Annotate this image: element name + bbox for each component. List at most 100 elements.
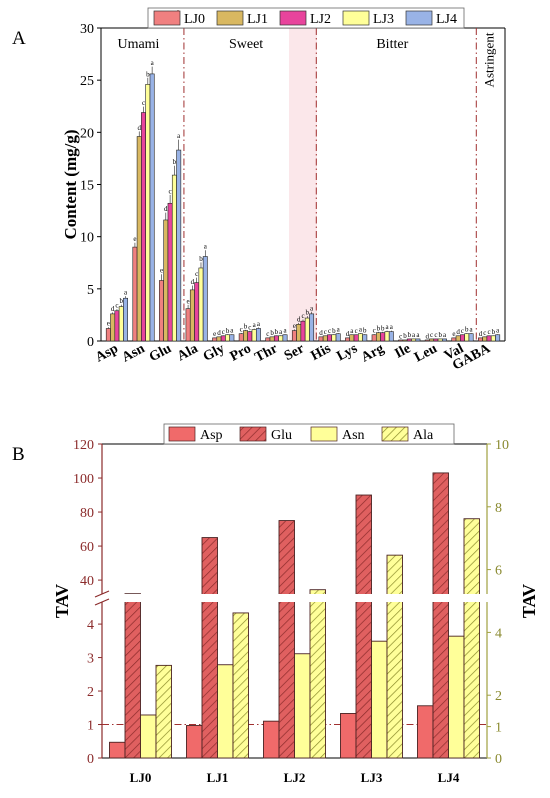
x-tick-label: Pro: [228, 341, 254, 364]
bar-lj1: [349, 334, 355, 342]
legend-label: LJ3: [373, 12, 394, 27]
x-tick-label: LJ3: [361, 770, 383, 785]
significance-letter: b: [275, 328, 279, 336]
bar-lj4: [335, 333, 341, 342]
bar-lj4: [362, 334, 368, 342]
bar-lj0: [265, 337, 271, 342]
significance-letter: c: [324, 328, 327, 336]
panel-b: B 0 1 2 3 4 40 60 80 100 120 0 1 2 4 6 8 10 TAV TAV LJ0 LJ1 LJ…: [12, 423, 539, 785]
bar-glu: [278, 520, 295, 759]
x-tick-label: Ile: [392, 341, 413, 362]
bar-lj4: [229, 334, 235, 342]
legend-label: Glu: [271, 428, 292, 443]
left-y-tick-label: 1: [87, 719, 94, 734]
legend-label: LJ0: [184, 12, 205, 27]
legend-frame: [163, 423, 455, 445]
y-tick-label: 10: [80, 231, 94, 246]
bar-lj4: [255, 328, 261, 342]
significance-letter: d: [164, 205, 168, 213]
right-y-axis-title: TAV: [519, 584, 539, 618]
bar-lj0: [291, 330, 297, 342]
legend-swatch-glu: [239, 426, 267, 442]
bar-lj2: [220, 335, 226, 342]
significance-letter: e: [107, 320, 110, 328]
panel-label: A: [12, 28, 26, 49]
bar-lj1: [322, 335, 328, 342]
right-y-tick-label: 1: [495, 721, 502, 736]
bar-lj3: [118, 306, 124, 342]
bar-lj2: [460, 334, 465, 342]
bar-lj3: [358, 333, 363, 342]
group-label: Sweet: [229, 37, 263, 52]
significance-letter: b: [332, 327, 336, 335]
bar-lj3: [225, 334, 231, 342]
bar-lj2: [433, 338, 439, 342]
legend-label: Ala: [413, 428, 434, 443]
significance-letter: a: [310, 304, 314, 312]
x-tick-label: Arg: [359, 341, 387, 365]
left-y-axis-title: TAV: [52, 584, 72, 618]
y-axis-title: Content (mg/g): [61, 129, 80, 239]
significance-letter: a: [151, 59, 155, 67]
significance-letter: b: [244, 322, 248, 330]
significance-letter: c: [142, 99, 145, 107]
bar-lj0: [238, 333, 244, 342]
bar-lj3: [331, 334, 337, 342]
bar-lj2: [486, 335, 492, 342]
legend-swatch-lj0: [153, 10, 181, 26]
significance-letter: b: [438, 331, 442, 339]
significance-letter: c: [434, 331, 437, 339]
left-y-tick-label: 3: [87, 652, 94, 667]
significance-letter: d: [137, 124, 141, 132]
legend-swatch-lj2: [279, 10, 307, 26]
bar-lj1: [269, 336, 275, 342]
bar-lj4: [282, 334, 288, 342]
legend-label: LJ1: [247, 12, 268, 27]
significance-letter: d: [319, 329, 323, 337]
group-label: Umami: [117, 37, 159, 52]
bar-ala: [386, 554, 403, 759]
bar-lj0: [159, 280, 164, 342]
bar-lj2: [273, 335, 279, 342]
bar-lj0: [478, 337, 483, 342]
bar-asn: [217, 664, 234, 759]
x-tick-label: LJ2: [284, 770, 306, 785]
bar-lj0: [318, 336, 324, 342]
bar-glu: [432, 472, 449, 759]
legend-swatch-lj4: [405, 10, 433, 26]
panel-label: B: [12, 444, 25, 465]
bar-lj3: [411, 338, 417, 342]
significance-letter: c: [301, 312, 304, 320]
significance-letter: c: [487, 328, 490, 336]
panel-a: A 0 5 10 15 20 25 30 Content (mg/g) Umami Sweet Bit…: [12, 7, 506, 374]
significance-letter: b: [403, 332, 407, 340]
right-y-tick-label: 0: [495, 752, 502, 767]
bar-lj1: [375, 332, 381, 342]
bar-glu: [124, 593, 141, 759]
bar-lj3: [198, 267, 204, 342]
axis-break-mark: [94, 590, 110, 598]
significance-letter: b: [465, 326, 469, 334]
significance-letter: a: [230, 327, 234, 335]
bar-glu: [201, 537, 218, 759]
bar-asp: [417, 705, 434, 759]
significance-letter: c: [222, 328, 225, 336]
bar-lj1: [482, 336, 488, 342]
significance-letter: b: [199, 255, 203, 263]
right-y-tick-label: 4: [495, 626, 502, 641]
significance-letter: d: [111, 305, 115, 313]
significance-letter: a: [337, 326, 341, 334]
significance-letter: c: [373, 327, 376, 335]
x-tick-label: Leu: [412, 341, 440, 365]
bar-lj4: [149, 73, 155, 342]
axis-break-mark: [94, 598, 110, 606]
significance-letter: e: [133, 235, 136, 243]
significance-letter: a: [496, 327, 500, 335]
bar-lj4: [309, 313, 315, 342]
significance-letter: b: [119, 297, 123, 305]
bar-lj4: [442, 338, 447, 342]
legend-label: LJ2: [310, 12, 331, 27]
right-y-tick-label: 2: [495, 689, 502, 704]
bar-asn: [371, 640, 388, 759]
